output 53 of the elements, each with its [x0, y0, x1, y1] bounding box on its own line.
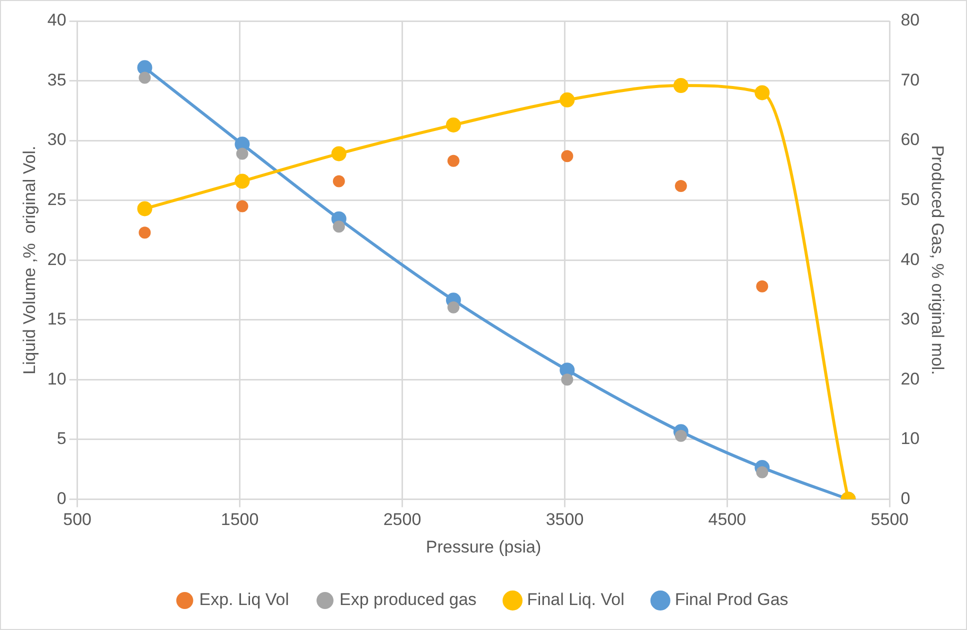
point	[561, 374, 574, 386]
x-tick-label: 2500	[383, 510, 422, 530]
legend-label: Final Prod Gas	[674, 590, 788, 610]
y-tick-label: 20	[47, 250, 66, 269]
y2-tick-label: 40	[900, 250, 920, 269]
point	[674, 180, 687, 192]
y-tick-label: 0	[56, 488, 66, 508]
y2-tick-label: 60	[900, 130, 920, 150]
point	[236, 200, 248, 212]
point	[137, 60, 152, 76]
x-tick-label: 1500	[220, 510, 259, 530]
point	[236, 148, 248, 160]
point	[137, 201, 152, 216]
y2-tick-label: 30	[900, 310, 920, 329]
point	[332, 175, 345, 188]
y-tick-label: 10	[47, 369, 66, 388]
legend-label: Exp. Liq Vol	[199, 590, 290, 610]
point	[561, 150, 574, 162]
legend-label: Exp produced gas	[340, 590, 477, 610]
y-tick-label: 15	[47, 310, 66, 329]
point	[446, 118, 461, 133]
point	[673, 78, 688, 94]
x-tick-label: 5500	[870, 510, 909, 530]
point	[754, 85, 770, 100]
y2-tick-label: 70	[900, 70, 920, 90]
x-axis-title: Pressure (psia)	[426, 537, 542, 556]
point	[138, 72, 151, 84]
x-tick-label: 4500	[708, 510, 746, 530]
y-tick-label: 30	[47, 130, 66, 150]
y2-tick-label: 50	[900, 190, 920, 210]
point	[332, 220, 345, 233]
point	[234, 174, 250, 189]
x-tick-label: 500	[63, 510, 92, 530]
y-axis-title: Liquid Volume ,% original Vol.	[20, 146, 39, 374]
y2-tick-label: 80	[900, 10, 920, 30]
point	[331, 146, 346, 162]
y-tick-label: 25	[47, 190, 66, 210]
y-tick-label: 5	[56, 429, 66, 448]
point	[138, 226, 151, 239]
y2-tick-label: 20	[900, 369, 920, 388]
point	[756, 466, 768, 478]
point	[560, 92, 575, 108]
y2-tick-label: 0	[900, 488, 910, 508]
y-tick-label: 40	[47, 10, 66, 30]
y2-tick-label: 10	[900, 429, 920, 448]
point	[447, 154, 460, 167]
point	[447, 301, 460, 314]
y2-axis-title: Produced Gas, % original mol.	[928, 145, 948, 375]
point	[674, 430, 687, 442]
x-tick-label: 3500	[546, 510, 584, 530]
point	[756, 280, 768, 292]
y-tick-label: 35	[47, 70, 66, 90]
legend-label: Final Liq. Vol	[527, 590, 624, 610]
